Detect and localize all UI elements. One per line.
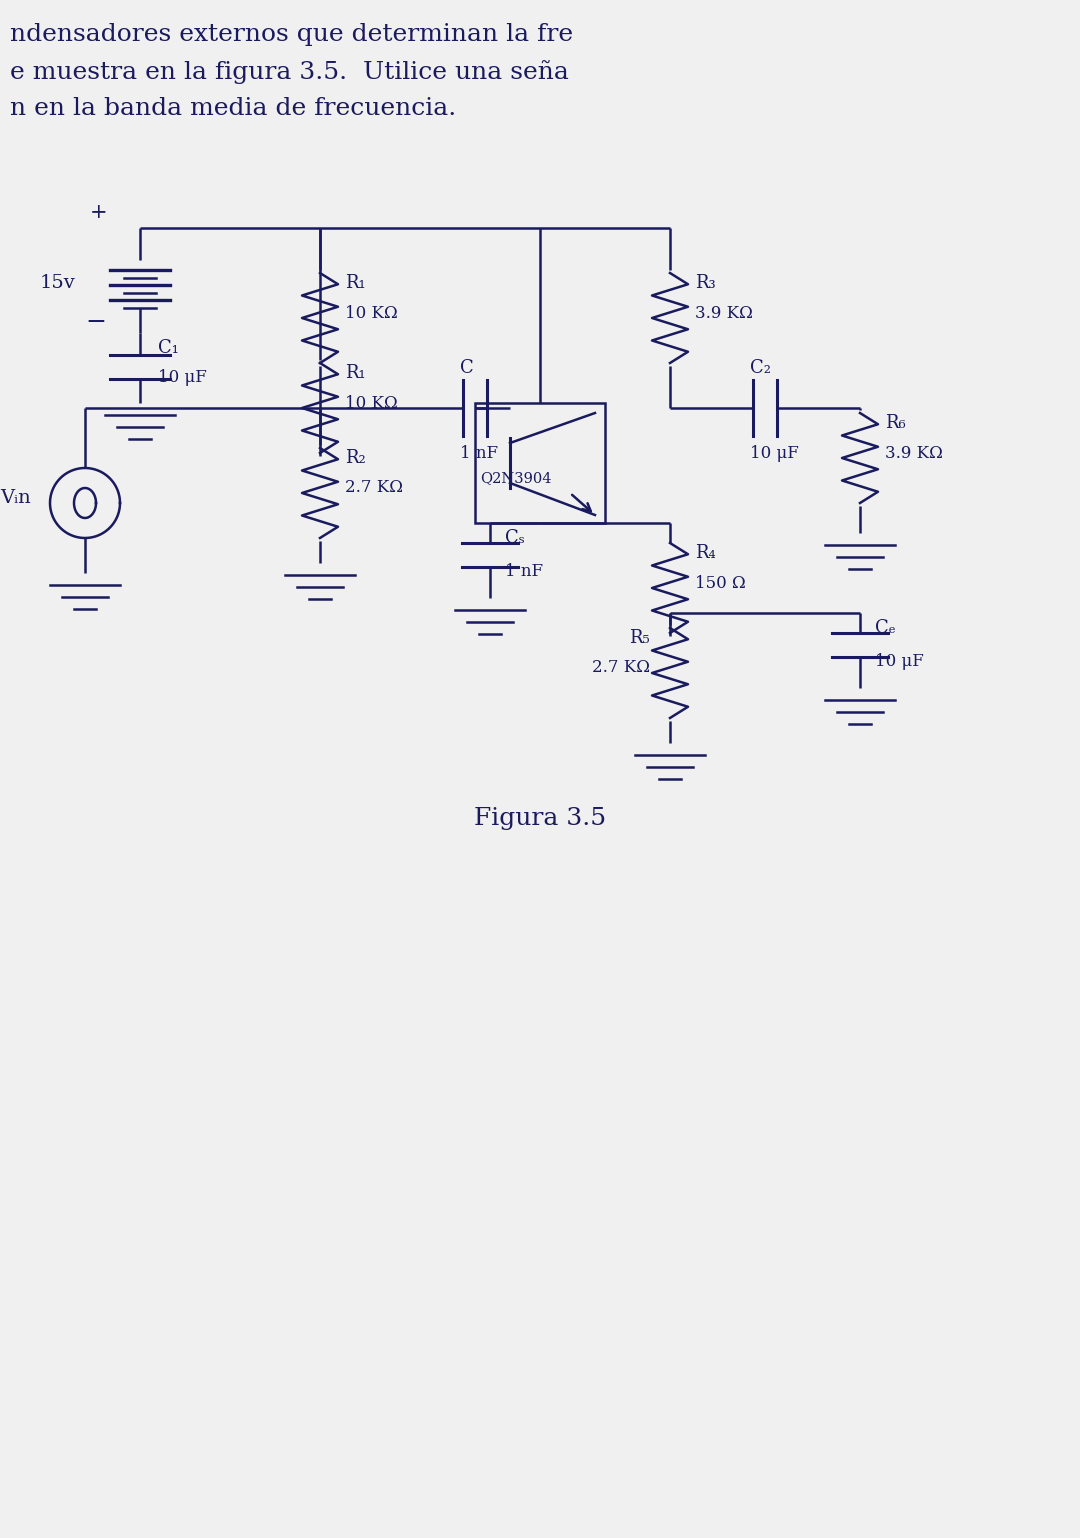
- Text: Vᵢn: Vᵢn: [0, 489, 30, 508]
- Text: 3.9 KΩ: 3.9 KΩ: [885, 444, 943, 461]
- Text: Figura 3.5: Figura 3.5: [474, 806, 606, 829]
- Text: R₄: R₄: [696, 544, 716, 561]
- Text: R₁: R₁: [345, 274, 366, 292]
- Text: C⁣: C⁣: [460, 358, 474, 377]
- Text: n en la banda media de frecuencia.: n en la banda media de frecuencia.: [10, 97, 456, 120]
- Text: 15v: 15v: [39, 274, 75, 292]
- Text: 10 KΩ: 10 KΩ: [345, 305, 397, 321]
- Text: Q2N3904: Q2N3904: [480, 471, 552, 484]
- Text: 150 Ω: 150 Ω: [696, 575, 746, 592]
- Text: R₆: R₆: [885, 414, 906, 432]
- Text: 10 μF: 10 μF: [875, 652, 923, 669]
- Text: 2.7 KΩ: 2.7 KΩ: [345, 480, 403, 497]
- Text: e muestra en la figura 3.5.  Utilice una seña: e muestra en la figura 3.5. Utilice una …: [10, 60, 569, 85]
- Text: 10 μF: 10 μF: [158, 369, 207, 386]
- Text: C₂: C₂: [750, 358, 771, 377]
- Text: R₁: R₁: [345, 365, 366, 381]
- Text: 2.7 KΩ: 2.7 KΩ: [592, 660, 650, 677]
- Text: Cₛ: Cₛ: [505, 529, 525, 548]
- Text: R₅: R₅: [630, 629, 650, 647]
- Text: −: −: [85, 312, 106, 334]
- Text: R₃: R₃: [696, 274, 716, 292]
- Text: 10 KΩ: 10 KΩ: [345, 395, 397, 412]
- Text: 3.9 KΩ: 3.9 KΩ: [696, 305, 753, 321]
- Text: 1 nF: 1 nF: [505, 563, 543, 580]
- Bar: [475, 403, 605, 523]
- Text: +: +: [90, 203, 108, 223]
- Text: R₂: R₂: [345, 449, 366, 468]
- Text: C₁: C₁: [158, 338, 179, 357]
- Text: 1 nF: 1 nF: [460, 444, 498, 461]
- Text: 10 μF: 10 μF: [750, 444, 799, 461]
- Text: Cₑ: Cₑ: [875, 618, 895, 637]
- Text: ndensadores externos que determinan la fre: ndensadores externos que determinan la f…: [10, 23, 573, 46]
